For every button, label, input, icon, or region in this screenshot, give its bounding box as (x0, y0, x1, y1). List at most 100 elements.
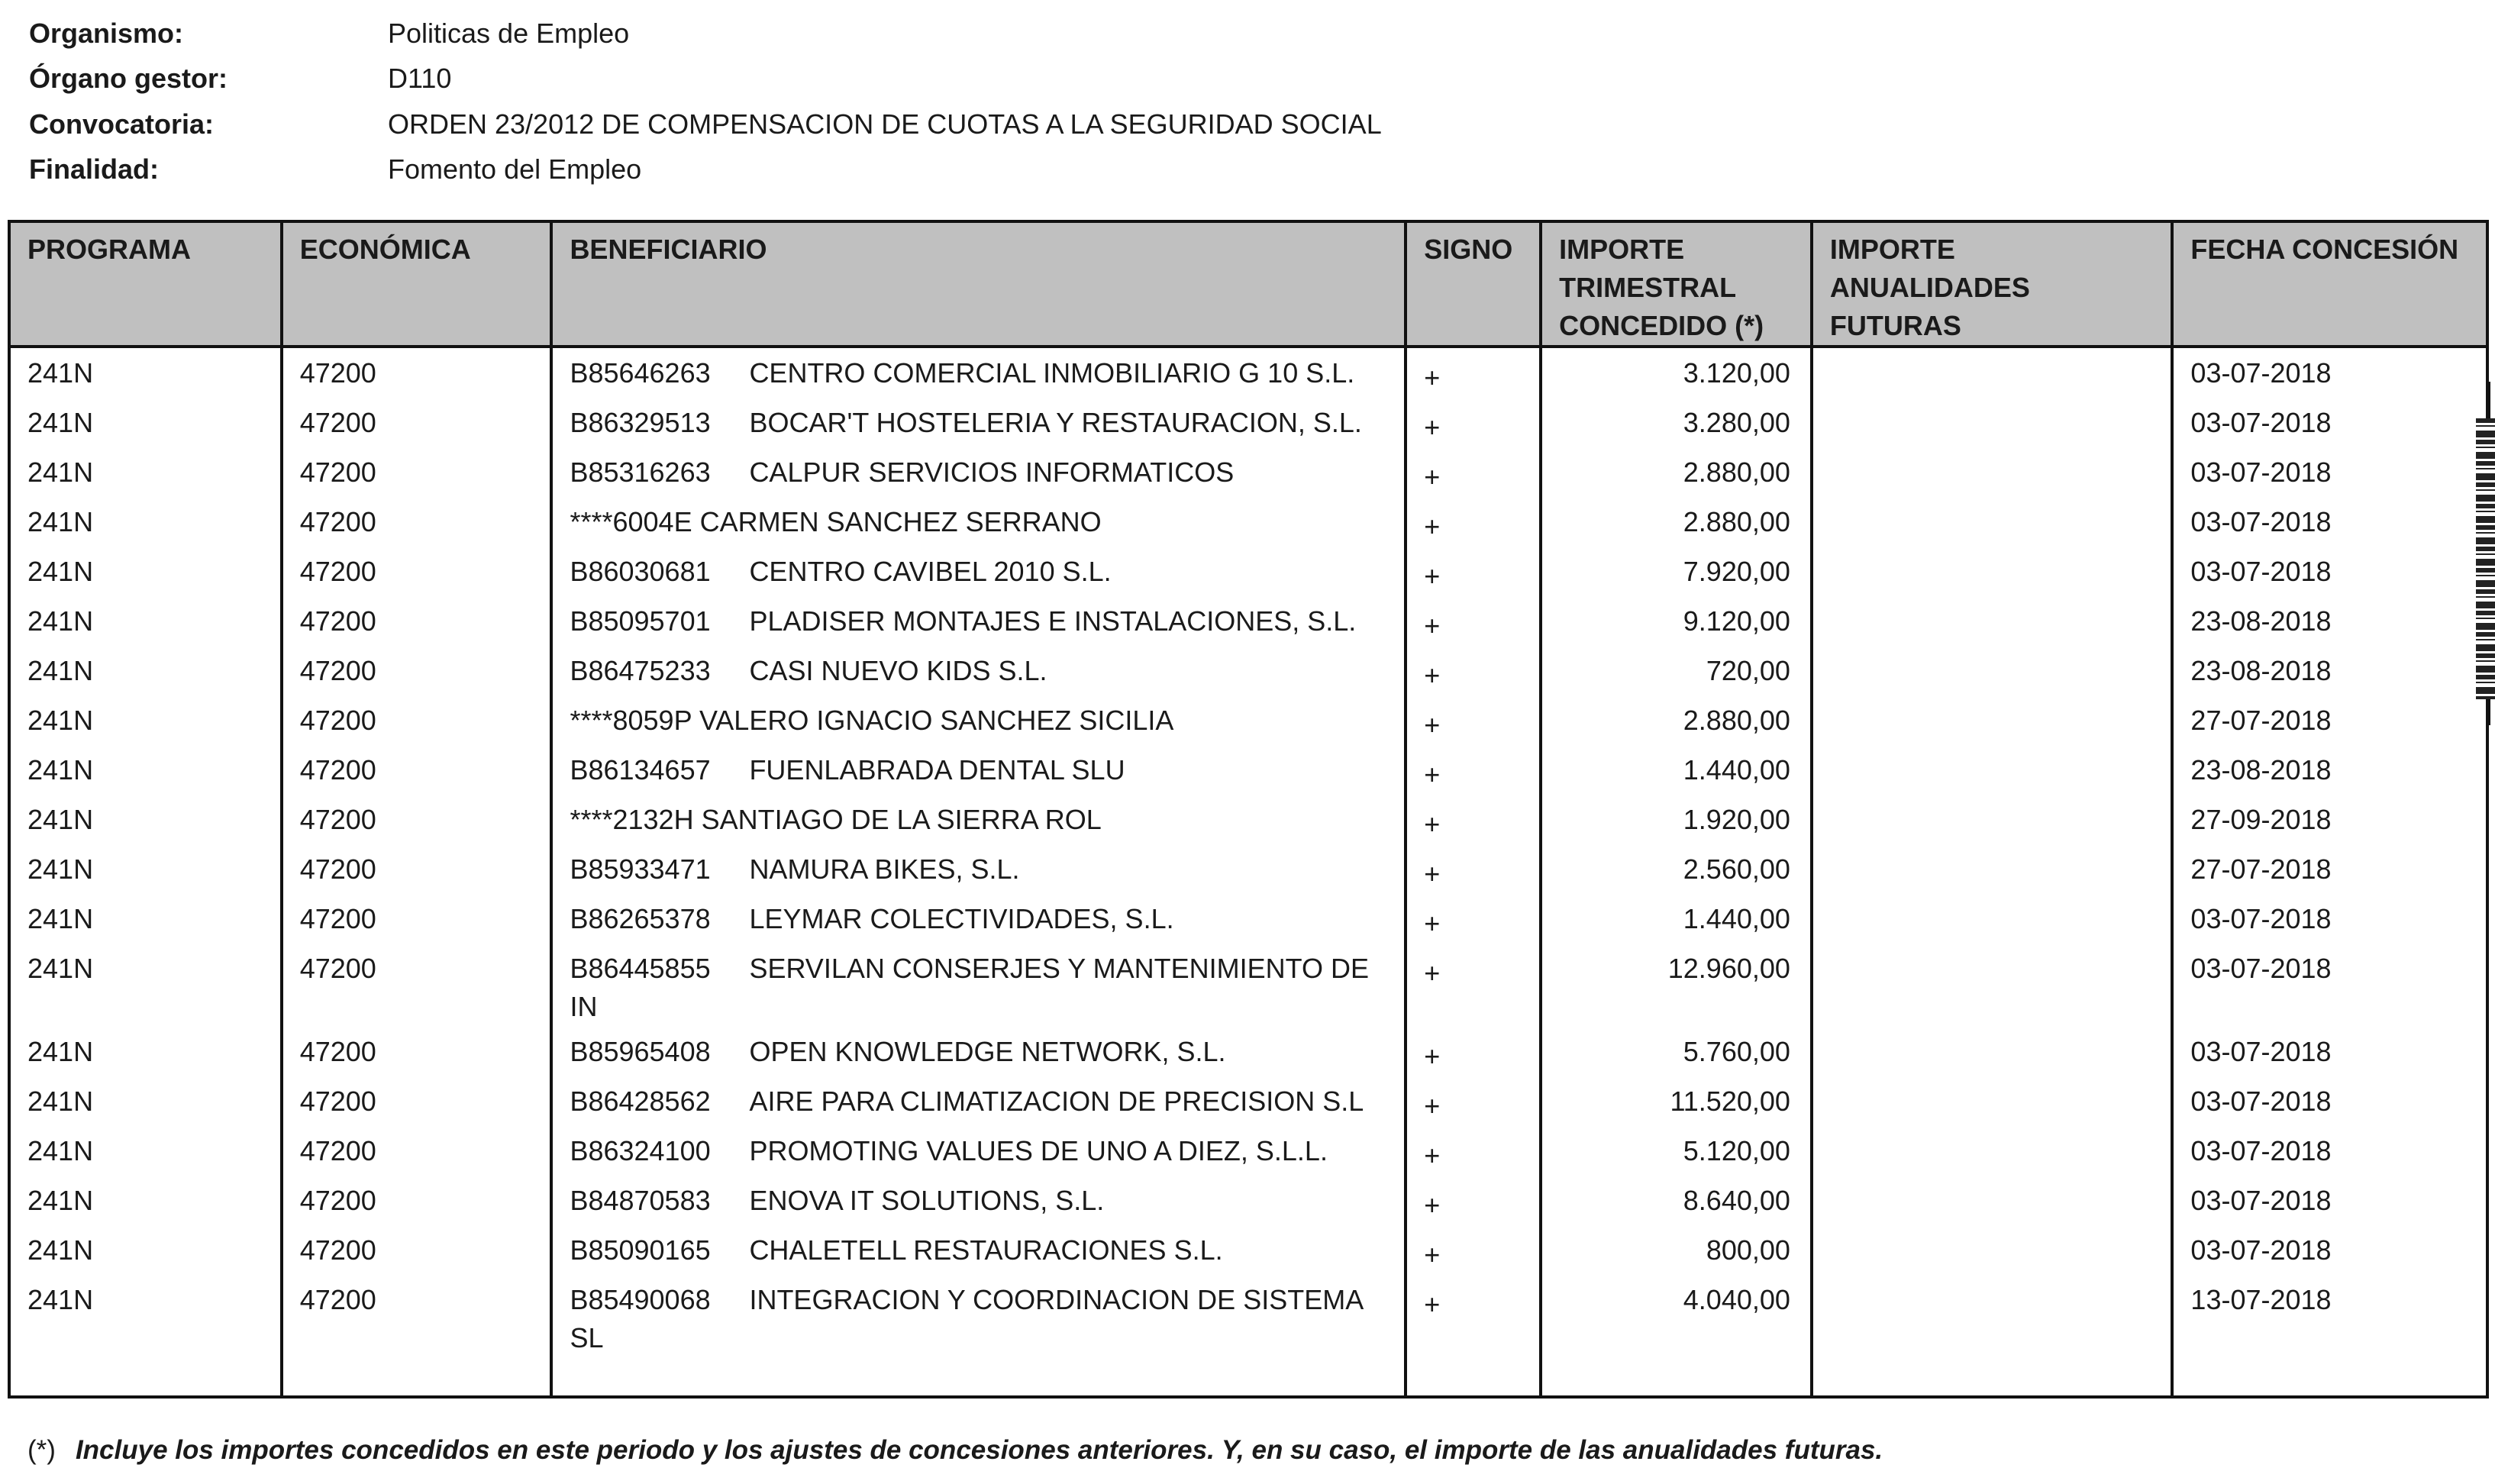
document-header: Organismo: Politicas de Empleo Órgano gest… (29, 11, 1382, 192)
beneficiario-cell: B85965408 OPEN KNOWLEDGE NETWORK, S.L. (550, 1027, 1408, 1076)
table-row: 241N 47200 B86030681 CENTRO CAVIBEL 2010 S.… (8, 547, 2489, 596)
economica-cell: 47200 (279, 1126, 554, 1176)
table-row: 241N 47200 B86324100 PROMOTING VALUES DE UN… (8, 1126, 2489, 1176)
programa-cell: 241N (8, 398, 283, 447)
beneficiario-cell: B85090165 CHALETELL RESTAURACIONES S.L. (550, 1225, 1408, 1275)
beneficiario-cell: B85646263 CENTRO COMERCIAL INMOBILIARIO G… (550, 347, 1408, 398)
table-row: 241N 47200 B85316263 CALPUR SERVICIOS INFOR… (8, 447, 2489, 497)
importe-cell: 720,00 (1539, 646, 1813, 695)
fecha-cell: 03-07-2018 (2171, 447, 2489, 497)
beneficiario-name: CARMEN SANCHEZ SERRANO (699, 506, 1102, 537)
beneficiario-cell: B86428562 AIRE PARA CLIMATIZACION DE PREC… (550, 1076, 1408, 1126)
field-label: Finalidad: (29, 153, 159, 186)
beneficiario-nif: B85965408 (570, 1036, 711, 1067)
beneficiario-nif: B85316263 (570, 456, 711, 488)
table-row: 241N 47200 ****8059P VALERO IGNACIO SANCHE… (8, 695, 2489, 745)
futuras-cell (1809, 398, 2174, 447)
beneficiario-name: VALERO IGNACIO SANCHEZ SICILIA (699, 705, 1174, 736)
beneficiario-cell: B84870583 ENOVA IT SOLUTIONS, S.L. (550, 1176, 1408, 1225)
field-label: Convocatoria: (29, 108, 215, 140)
beneficiario-name: INTEGRACION Y COORDINACION DE SISTEMA SL (570, 1284, 1363, 1353)
beneficiario-cell: ****6004E CARMEN SANCHEZ SERRANO (550, 497, 1408, 547)
importe-cell: 3.120,00 (1539, 347, 1813, 398)
beneficiario-nif: B85090165 (570, 1234, 711, 1266)
beneficiario-name: PROMOTING VALUES DE UNO A DIEZ, S.L.L. (749, 1135, 1328, 1166)
beneficiario-nif: B86475233 (570, 655, 711, 686)
beneficiario-cell: B85316263 CALPUR SERVICIOS INFORMATICOS (550, 447, 1408, 497)
fecha-cell: 03-07-2018 (2171, 497, 2489, 547)
beneficiario-nif: B84870583 (570, 1185, 711, 1216)
signo-cell: + (1404, 1225, 1543, 1275)
table-row: 241N 47200 B85090165 CHALETELL RESTAURACION… (8, 1225, 2489, 1275)
table-row: 241N 47200 B85095701 PLADISER MONTAJES E IN… (8, 596, 2489, 646)
economica-cell: 47200 (279, 745, 554, 795)
fecha-cell: 13-07-2018 (2171, 1275, 2489, 1397)
beneficiario-nif: B85490068 (570, 1284, 711, 1315)
header-field: Órgano gestor: D110 (29, 56, 1382, 102)
futuras-cell (1809, 1225, 2174, 1275)
programa-cell: 241N (8, 1027, 283, 1076)
programa-cell: 241N (8, 894, 283, 944)
beneficiario-name: CENTRO COMERCIAL INMOBILIARIO G 10 S.L. (749, 357, 1355, 389)
beneficiario-nif: ****8059P (570, 705, 692, 736)
field-value: Fomento del Empleo (388, 153, 642, 186)
column-header: IMPORTE ANUALIDADES FUTURAS (1809, 220, 2174, 348)
futuras-cell (1809, 347, 2174, 398)
signo-cell: + (1404, 347, 1543, 398)
beneficiario-nif: ****6004E (570, 506, 692, 537)
programa-cell: 241N (8, 1176, 283, 1225)
beneficiario-name: LEYMAR COLECTIVIDADES, S.L. (749, 903, 1174, 934)
beneficiario-nif: B86428562 (570, 1086, 711, 1117)
importe-cell: 2.560,00 (1539, 844, 1813, 894)
beneficiario-name: FUENLABRADA DENTAL SLU (749, 754, 1125, 786)
beneficiario-nif: B85095701 (570, 605, 711, 637)
economica-cell: 47200 (279, 398, 554, 447)
column-header: FECHA CONCESIÓN (2171, 220, 2489, 348)
importe-cell: 3.280,00 (1539, 398, 1813, 447)
signo-cell: + (1404, 944, 1543, 1027)
importe-cell: 800,00 (1539, 1225, 1813, 1275)
economica-cell: 47200 (279, 646, 554, 695)
economica-cell: 47200 (279, 844, 554, 894)
beneficiario-nif: B86324100 (570, 1135, 711, 1166)
futuras-cell (1809, 447, 2174, 497)
importe-cell: 2.880,00 (1539, 497, 1813, 547)
fecha-cell: 03-07-2018 (2171, 547, 2489, 596)
column-header: PROGRAMA (8, 220, 283, 348)
beneficiario-cell: B86265378 LEYMAR COLECTIVIDADES, S.L. (550, 894, 1408, 944)
importe-cell: 1.440,00 (1539, 894, 1813, 944)
signo-cell: + (1404, 646, 1543, 695)
fecha-cell: 27-09-2018 (2171, 795, 2489, 844)
signo-cell: + (1404, 1176, 1543, 1225)
footnote-text: Incluye los importes concedidos en este … (75, 1435, 1883, 1465)
beneficiario-cell: B86329513 BOCAR'T HOSTELERIA Y RESTAURACI… (550, 398, 1408, 447)
programa-cell: 241N (8, 944, 283, 1027)
table-row: 241N 47200 B86428562 AIRE PARA CLIMATIZACIO… (8, 1076, 2489, 1126)
beneficiario-cell: B86475233 CASI NUEVO KIDS S.L. (550, 646, 1408, 695)
fecha-cell: 03-07-2018 (2171, 347, 2489, 398)
beneficiario-cell: B86445855 SERVILAN CONSERJES Y MANTENIMIE… (550, 944, 1408, 1027)
column-header: SIGNO (1404, 220, 1543, 348)
economica-cell: 47200 (279, 695, 554, 745)
programa-cell: 241N (8, 447, 283, 497)
futuras-cell (1809, 1027, 2174, 1076)
field-value: ORDEN 23/2012 DE COMPENSACION DE CUOTAS … (388, 108, 1382, 140)
table-row: 241N 47200 B85933471 NAMURA BIKES, S.L. +2.5… (8, 844, 2489, 894)
importe-cell: 9.120,00 (1539, 596, 1813, 646)
futuras-cell (1809, 1126, 2174, 1176)
economica-cell: 47200 (279, 1027, 554, 1076)
importe-cell: 11.520,00 (1539, 1076, 1813, 1126)
fecha-cell: 23-08-2018 (2171, 646, 2489, 695)
table-row: 241N 47200 B85646263 CENTRO COMERCIAL INMOB… (8, 347, 2489, 398)
beneficiario-name: CENTRO CAVIBEL 2010 S.L. (749, 556, 1112, 587)
beneficiario-cell: ****8059P VALERO IGNACIO SANCHEZ SICILIA (550, 695, 1408, 745)
programa-cell: 241N (8, 844, 283, 894)
futuras-cell (1809, 547, 2174, 596)
importe-cell: 4.040,00 (1539, 1275, 1813, 1397)
importe-cell: 2.880,00 (1539, 447, 1813, 497)
beneficiario-name: AIRE PARA CLIMATIZACION DE PRECISION S.L (749, 1086, 1364, 1117)
fecha-cell: 03-07-2018 (2171, 894, 2489, 944)
table-row: 241N 47200 B86475233 CASI NUEVO KIDS S.L. +7… (8, 646, 2489, 695)
economica-cell: 47200 (279, 1225, 554, 1275)
futuras-cell (1809, 795, 2174, 844)
